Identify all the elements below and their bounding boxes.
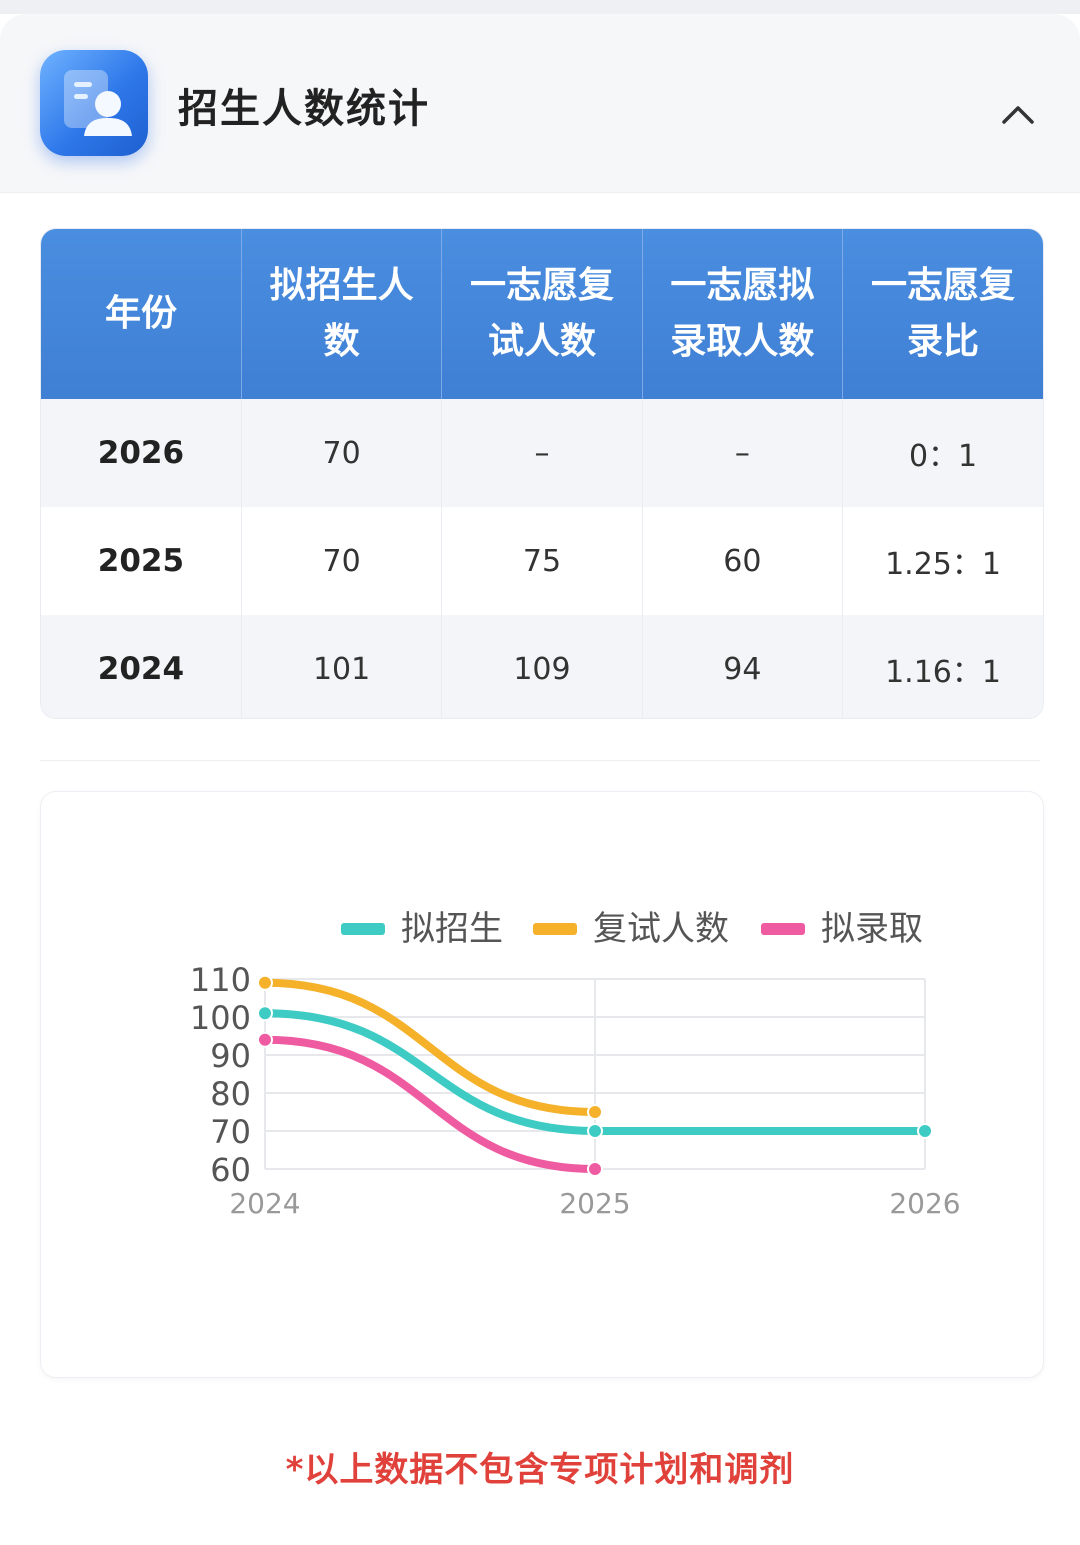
footnote: *以上数据不包含专项计划和调剂 xyxy=(285,1450,795,1490)
top-band xyxy=(0,0,1080,14)
enrollment-table: 年份 拟招生人数 一志愿复试人数 一志愿拟录取人数 一志愿复录比 2026 70… xyxy=(40,228,1044,719)
column-header-planned: 拟招生人数 xyxy=(241,229,443,399)
table-row: 2025 70 75 60 1.25：1 xyxy=(41,507,1043,615)
cell-year: 2026 xyxy=(41,399,242,507)
series-line xyxy=(261,1009,929,1135)
section-header: 招生人数统计 xyxy=(0,14,1080,193)
cell-year: 2025 xyxy=(41,507,242,615)
table-row: 2024 101 109 94 1.16：1 xyxy=(41,615,1043,718)
cell-planned: 70 xyxy=(241,399,443,507)
y-tick-label: 90 xyxy=(210,1037,251,1075)
legend-label: 拟招生 xyxy=(401,909,503,949)
table-header-row: 年份 拟招生人数 一志愿复试人数 一志愿拟录取人数 一志愿复录比 xyxy=(41,229,1043,399)
y-tick-label: 80 xyxy=(210,1075,251,1113)
chevron-up-icon xyxy=(1002,106,1034,124)
data-point xyxy=(587,1161,603,1177)
legend-swatch xyxy=(761,923,805,935)
cell-planned: 101 xyxy=(241,615,443,718)
y-tick-label: 110 xyxy=(190,961,251,999)
cell-ratio: 1.25：1 xyxy=(842,507,1043,615)
cell-admitted: 60 xyxy=(642,507,844,615)
column-header-ratio: 一志愿复录比 xyxy=(842,229,1043,399)
student-profile-icon xyxy=(40,50,148,156)
cell-ratio: 0：1 xyxy=(842,399,1043,507)
y-tick-label: 100 xyxy=(190,999,251,1037)
divider xyxy=(40,760,1040,761)
y-tick-label: 70 xyxy=(210,1113,251,1151)
data-point xyxy=(257,974,273,991)
column-header-admitted: 一志愿拟录取人数 xyxy=(642,229,844,399)
collapse-button[interactable] xyxy=(990,86,1046,142)
cell-admitted: 94 xyxy=(642,615,844,718)
cell-admitted: – xyxy=(642,399,844,507)
cell-ratio: 1.16：1 xyxy=(842,615,1043,718)
legend-swatch xyxy=(533,923,577,935)
data-point xyxy=(917,1123,933,1139)
series-line xyxy=(261,978,599,1116)
legend-label: 拟录取 xyxy=(821,909,923,949)
cell-planned: 70 xyxy=(241,507,443,615)
table-row: 2026 70 – – 0：1 xyxy=(41,399,1043,507)
data-point xyxy=(257,1031,273,1048)
x-tick-label: 2025 xyxy=(559,1187,630,1220)
y-tick-label: 60 xyxy=(210,1151,251,1189)
legend-label: 复试人数 xyxy=(593,909,729,949)
cell-year: 2024 xyxy=(41,615,242,718)
x-tick-label: 2024 xyxy=(229,1187,300,1220)
column-header-year: 年份 xyxy=(41,229,242,399)
chart-card: 60 70 80 90 100 110 2024 2025 2026 拟招生 复试人数 拟录取 xyxy=(40,791,1044,1378)
cell-retest: 109 xyxy=(441,615,643,718)
data-point xyxy=(257,1005,273,1022)
series-line xyxy=(261,1035,599,1173)
data-point xyxy=(587,1123,603,1139)
x-tick-label: 2026 xyxy=(889,1187,960,1220)
legend-swatch xyxy=(341,923,385,935)
section-title: 招生人数统计 xyxy=(178,86,430,132)
column-header-retest: 一志愿复试人数 xyxy=(441,229,643,399)
cell-retest: – xyxy=(441,399,643,507)
data-point xyxy=(587,1104,603,1120)
cell-retest: 75 xyxy=(441,507,643,615)
